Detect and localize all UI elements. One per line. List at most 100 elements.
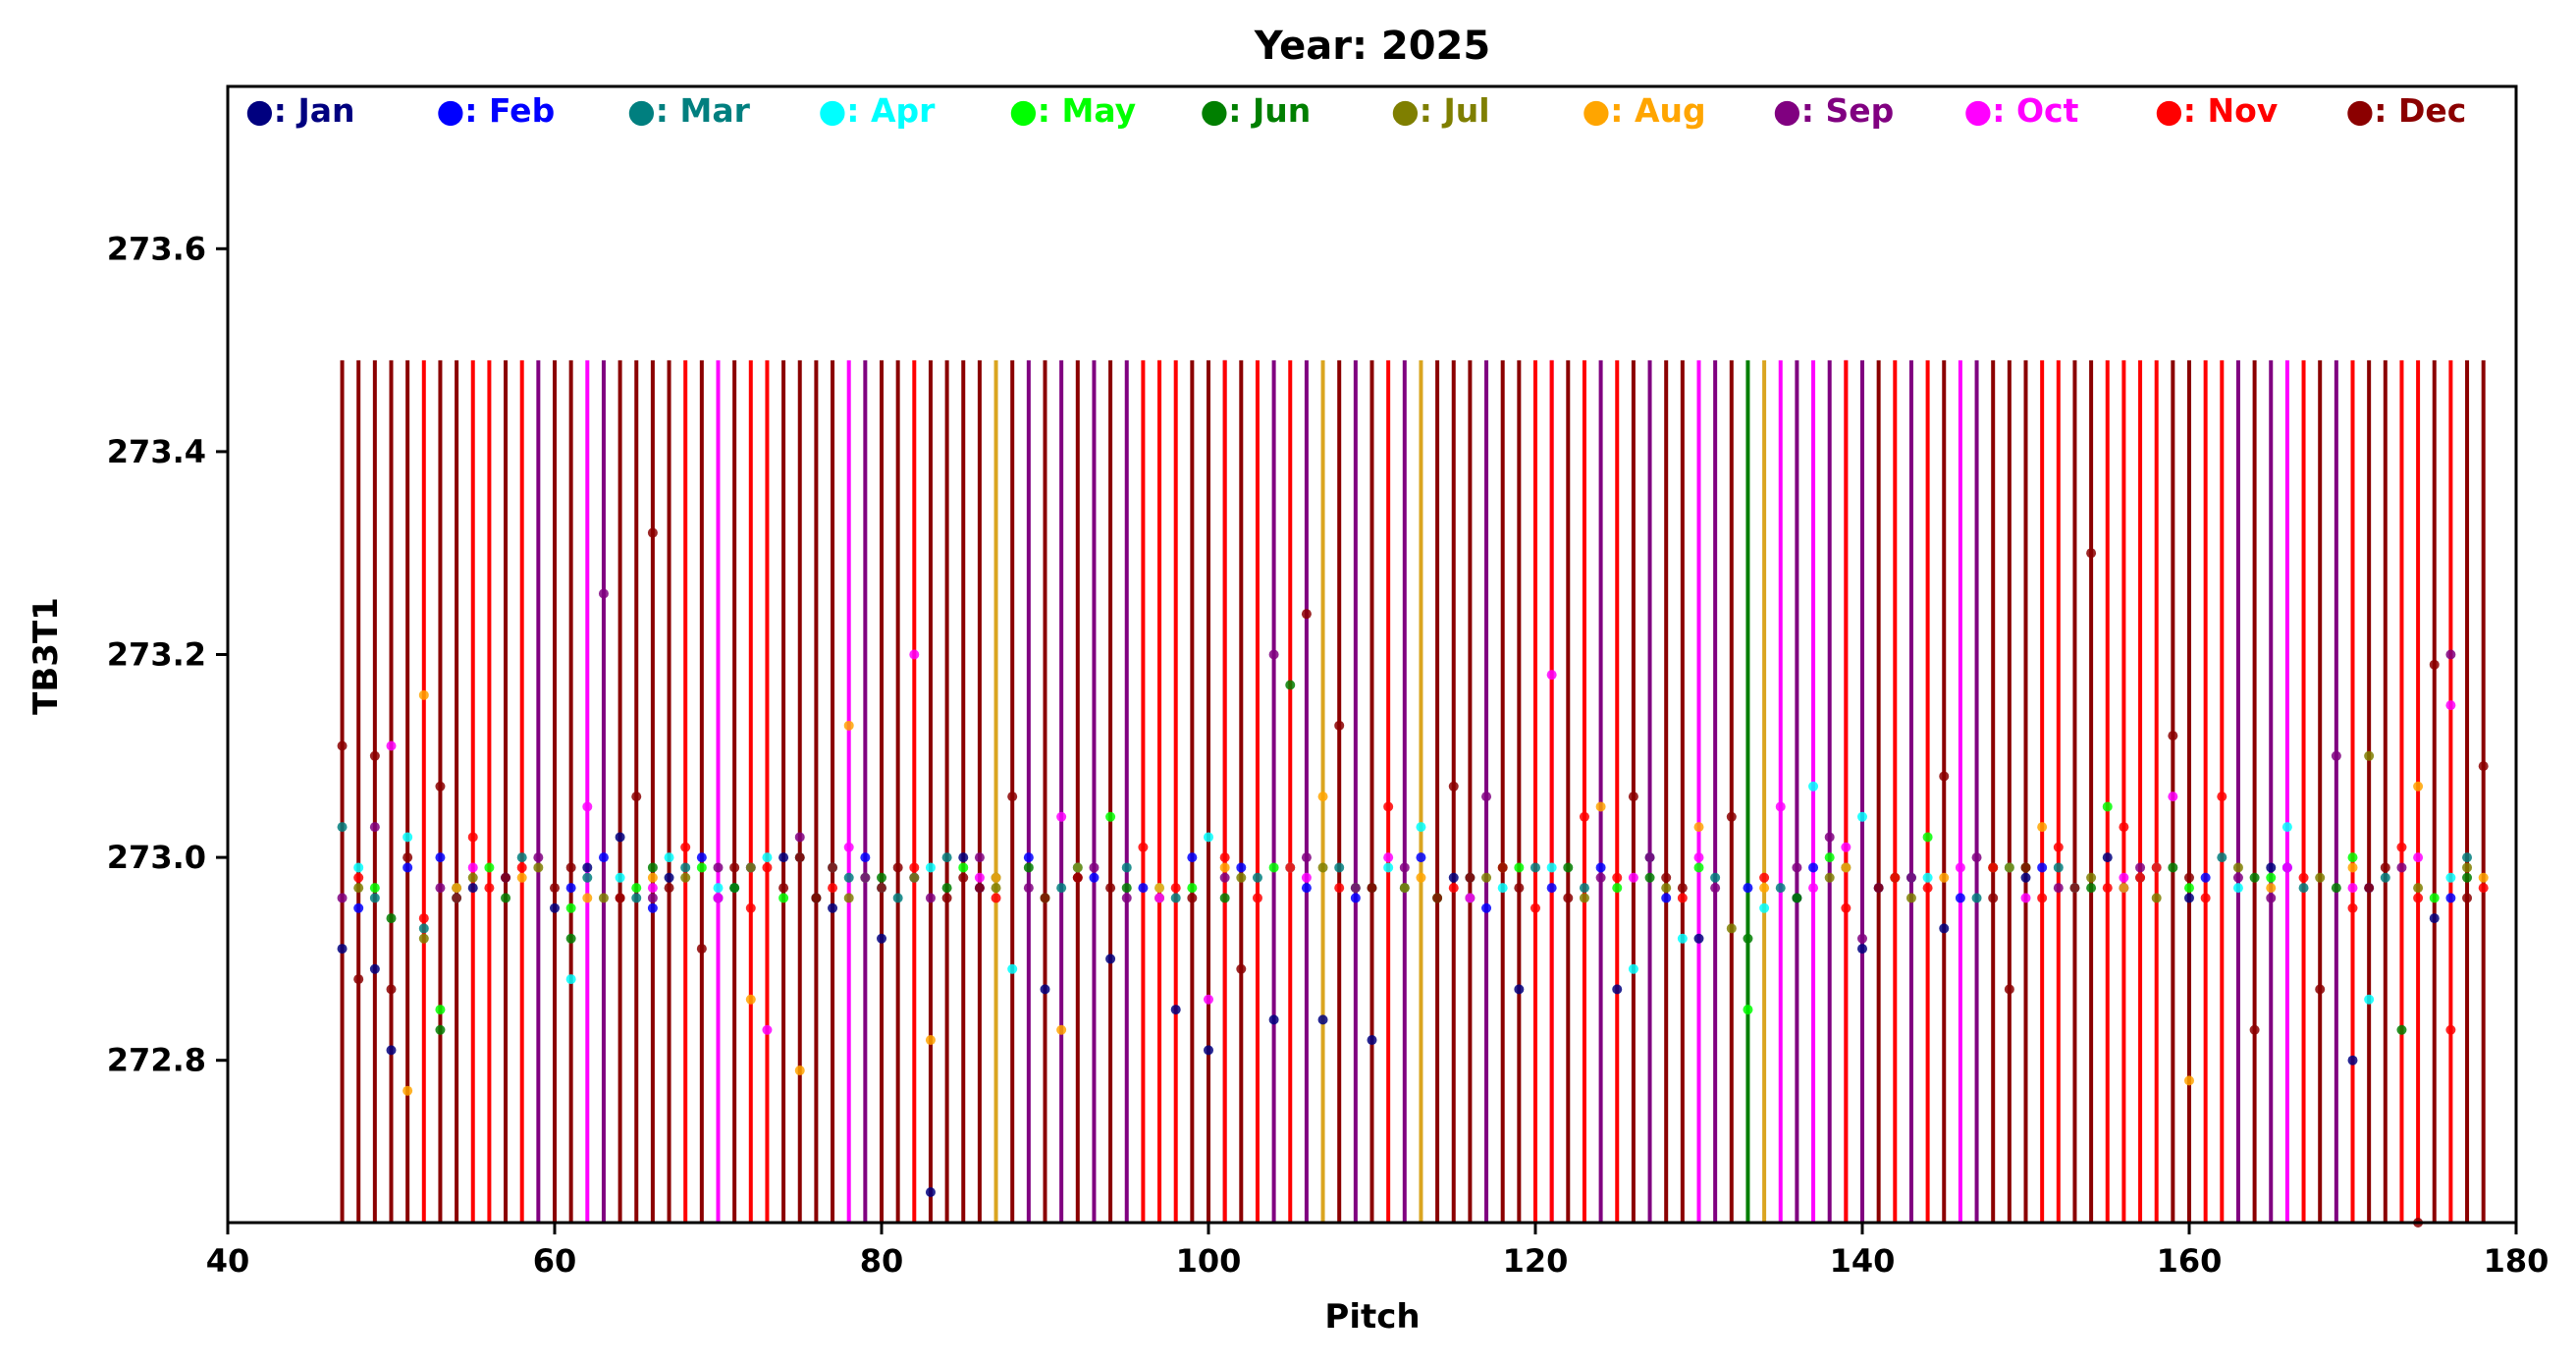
point-sep [2232,872,2243,883]
point-dec [337,740,348,751]
y-tick-label: 273.0 [107,839,206,876]
point-sep [1268,649,1279,660]
point-feb [1955,893,1965,903]
point-oct [1301,872,1312,883]
point-jan [582,862,593,873]
point-nov [1334,883,1345,894]
point-dec [941,893,952,903]
point-sep [1481,792,1492,802]
point-dec [2462,893,2473,903]
y-tick-label: 273.4 [107,433,206,470]
point-dec [647,527,658,538]
point-jun [1563,862,1574,873]
point-apr [1416,822,1426,833]
point-mar [1121,862,1132,873]
point-sep [1301,852,1312,863]
point-nov [2200,893,2211,903]
point-sep [2266,893,2277,903]
point-dec [958,872,969,883]
point-jul [1317,862,1328,873]
point-sep [1023,883,1034,894]
point-apr [1383,862,1394,873]
point-nov [2478,883,2489,894]
point-jan [369,963,380,974]
point-jan [1204,1045,1213,1056]
point-aug [2478,872,2489,883]
point-aug [2347,862,2358,873]
point-dec [1988,893,1999,903]
point-jan [1367,1035,1377,1046]
point-sep [1399,862,1410,873]
point-nov [1219,852,1230,863]
legend-entry-oct: ●: Oct [1964,91,2079,130]
point-dec [1939,771,1950,782]
point-mar [1971,893,1982,903]
point-jul [745,862,756,873]
point-mar [582,872,593,883]
point-oct [2168,792,2178,802]
point-mar [1252,872,1262,883]
point-nov [1448,883,1459,894]
x-tick-label: 60 [533,1242,577,1280]
point-dec [2020,862,2031,873]
point-oct [647,883,658,894]
point-sep [1350,883,1361,894]
point-aug [1939,872,1950,883]
point-jan [1857,944,1867,955]
point-feb [1138,883,1149,894]
point-may [2184,883,2194,894]
point-dec [729,862,740,873]
point-sep [713,862,724,873]
point-dec [2315,984,2326,995]
point-jan [2184,893,2194,903]
point-apr [1857,811,1867,822]
point-nov [1922,883,1933,894]
point-aug [1595,801,1606,812]
point-jun [1792,893,1802,903]
point-mar [1334,862,1345,873]
point-apr [2364,994,2375,1005]
point-oct [2281,862,2292,873]
point-aug [2266,883,2277,894]
point-apr [565,974,576,985]
point-jan [615,832,625,843]
point-sep [1710,883,1721,894]
point-oct [1841,842,1852,852]
point-dec [1465,872,1476,883]
point-nov [467,832,478,843]
point-jan [550,902,560,913]
point-feb [402,862,413,873]
point-jan [1105,954,1116,964]
point-may [631,883,642,894]
point-mar [1170,893,1181,903]
y-axis: 272.8 273.0 273.2 273.4 273.6 [107,230,228,1079]
point-apr [1007,963,1018,974]
point-aug [452,883,462,894]
point-oct [2413,852,2424,863]
point-may [1187,883,1198,894]
point-apr [1628,963,1638,974]
point-nov [2102,883,2113,894]
point-nov [1170,883,1181,894]
point-oct [1693,852,1704,863]
point-jun [1644,872,1655,883]
point-sep [2135,862,2146,873]
legend-entry-jul: ●: Jul [1391,91,1490,130]
point-aug [1759,883,1770,894]
point-aug [1416,872,1426,883]
point-aug [1154,883,1165,894]
point-feb [1301,883,1312,894]
point-jun [2086,883,2097,894]
point-mar [418,923,429,934]
point-jan [1170,1005,1181,1015]
point-jan [778,852,789,863]
point-apr [713,883,724,894]
point-may [1693,862,1704,873]
legend-entry-apr: ●: Apr [819,91,937,130]
point-aug [843,720,854,731]
point-jun [1121,883,1132,894]
point-feb [353,902,364,913]
point-sep [1857,933,1867,944]
point-apr [1546,862,1557,873]
point-jul [1481,872,1492,883]
